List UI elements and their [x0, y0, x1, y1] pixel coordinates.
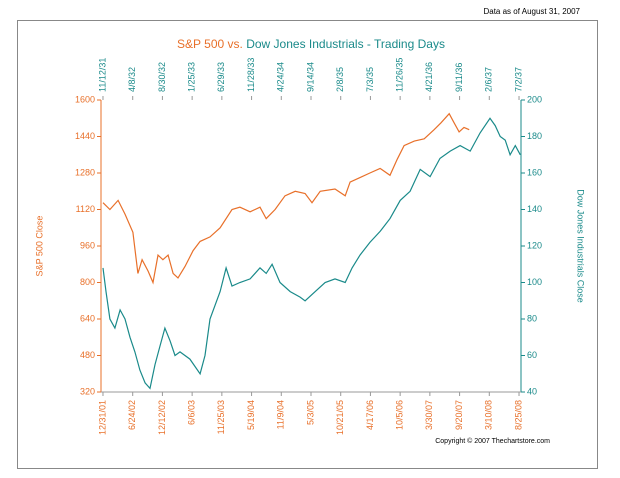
- x-tick-label: 9/20/07: [454, 400, 464, 430]
- series-line: [102, 112, 470, 285]
- y2-axis-label: Dow Jones Industrials Close: [576, 189, 586, 303]
- x2-tick-label: 7/2/37: [513, 67, 523, 92]
- x-tick-label: 6/24/02: [127, 400, 137, 430]
- x2-tick-label: 11/26/35: [395, 58, 405, 92]
- x-tick-label: 10/5/06: [395, 400, 405, 430]
- series-line: [102, 117, 521, 390]
- y-tick-label: 1600: [75, 94, 95, 104]
- x-tick-label: 6/6/03: [187, 400, 197, 425]
- x-tick-label: 3/10/08: [484, 400, 494, 430]
- x-tick-label: 5/3/05: [305, 400, 315, 425]
- y-axis-label: S&P 500 Close: [34, 216, 44, 277]
- x2-tick-label: 1/25/33: [187, 62, 197, 92]
- x-tick-label: 12/12/02: [157, 400, 167, 435]
- y-tick-label: 320: [80, 386, 95, 396]
- x2-tick-label: 9/14/34: [305, 62, 315, 92]
- title-part: S&P 500 vs.: [177, 37, 243, 51]
- title-part: Dow Jones Industrials - Trading Days: [246, 37, 445, 51]
- x2-tick-label: 8/30/32: [157, 62, 167, 92]
- y2-tick-label: 80: [527, 313, 537, 323]
- y-tick-label: 1440: [75, 131, 95, 141]
- y-tick-label: 960: [80, 240, 95, 250]
- x2-tick-label: 4/8/32: [127, 67, 137, 92]
- x-tick-label: 12/31/01: [97, 400, 107, 435]
- x2-tick-label: 7/3/35: [365, 67, 375, 92]
- y-tick-label: 640: [80, 313, 95, 323]
- x2-tick-label: 6/29/33: [216, 62, 226, 92]
- x-tick-label: 8/25/08: [513, 400, 523, 430]
- x-tick-label: 5/19/04: [246, 400, 256, 430]
- x2-tick-label: 2/8/35: [335, 67, 345, 92]
- x-tick-label: 11/25/03: [216, 400, 226, 434]
- y2-tick-label: 100: [527, 277, 542, 287]
- y2-tick-label: 160: [527, 167, 542, 177]
- data-note: Data as of August 31, 2007: [483, 7, 580, 16]
- y2-tick-label: 60: [527, 350, 537, 360]
- x2-tick-label: 11/28/33: [246, 58, 256, 92]
- x2-tick-label: 4/21/36: [424, 62, 434, 92]
- x-tick-label: 10/21/05: [335, 400, 345, 435]
- y2-tick-label: 40: [527, 386, 537, 396]
- y-tick-label: 800: [80, 277, 95, 287]
- chart-frame: [17, 20, 598, 469]
- y2-tick-label: 200: [527, 94, 542, 104]
- x-tick-label: 11/9/04: [276, 400, 286, 429]
- y-tick-label: 480: [80, 350, 95, 360]
- chart-title: S&P 500 vs. Dow Jones Industrials - Trad…: [177, 37, 445, 51]
- copyright: Copyright © 2007 Thechartstore.com: [435, 437, 550, 445]
- y2-tick-label: 140: [527, 204, 542, 214]
- y2-tick-label: 120: [527, 240, 542, 250]
- y-tick-label: 1280: [75, 167, 95, 177]
- x2-tick-label: 4/24/34: [276, 62, 286, 92]
- x2-tick-label: 11/12/31: [97, 58, 107, 92]
- x2-tick-label: 2/6/37: [484, 67, 494, 92]
- y2-tick-label: 180: [527, 131, 542, 141]
- x-tick-label: 3/30/07: [424, 400, 434, 430]
- y-tick-label: 1120: [76, 204, 95, 214]
- x-tick-label: 4/17/06: [365, 400, 375, 430]
- x2-tick-label: 9/11/36: [454, 63, 464, 92]
